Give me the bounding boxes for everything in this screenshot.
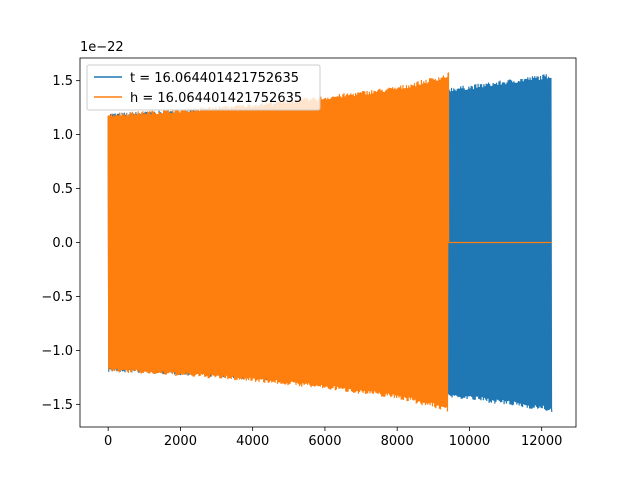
x-tick-label: 4000 <box>236 434 269 449</box>
y-tick-label: 1.0 <box>52 128 73 143</box>
x-tick-label: 6000 <box>308 434 341 449</box>
x-axis: 0 2000 4000 6000 8000 10000 12000 <box>104 427 562 449</box>
legend-label-h: h = 16.064401421752635 <box>130 91 302 106</box>
legend: t = 16.064401421752635 h = 16.0644014217… <box>86 64 321 111</box>
y-tick-label: −0.5 <box>41 290 73 305</box>
y-tick-label: 1.5 <box>52 74 73 89</box>
y-tick-label: 0.0 <box>52 236 73 251</box>
x-tick-label: 8000 <box>381 434 414 449</box>
y-tick-label: 0.5 <box>52 182 73 197</box>
legend-label-t: t = 16.064401421752635 <box>130 71 299 86</box>
legend-box <box>86 64 321 111</box>
y-offset-label: 1e−22 <box>80 40 124 55</box>
x-tick-label: 12000 <box>521 434 562 449</box>
y-axis: −1.5 −1.0 −0.5 0.0 0.5 1.0 1.5 <box>41 74 80 413</box>
y-tick-label: −1.0 <box>41 344 73 359</box>
series-line-h <box>107 72 552 412</box>
x-tick-label: 2000 <box>164 434 197 449</box>
y-tick-label: −1.5 <box>41 398 73 413</box>
x-tick-label: 10000 <box>449 434 490 449</box>
plot-area <box>107 72 553 412</box>
x-tick-label: 0 <box>104 434 112 449</box>
